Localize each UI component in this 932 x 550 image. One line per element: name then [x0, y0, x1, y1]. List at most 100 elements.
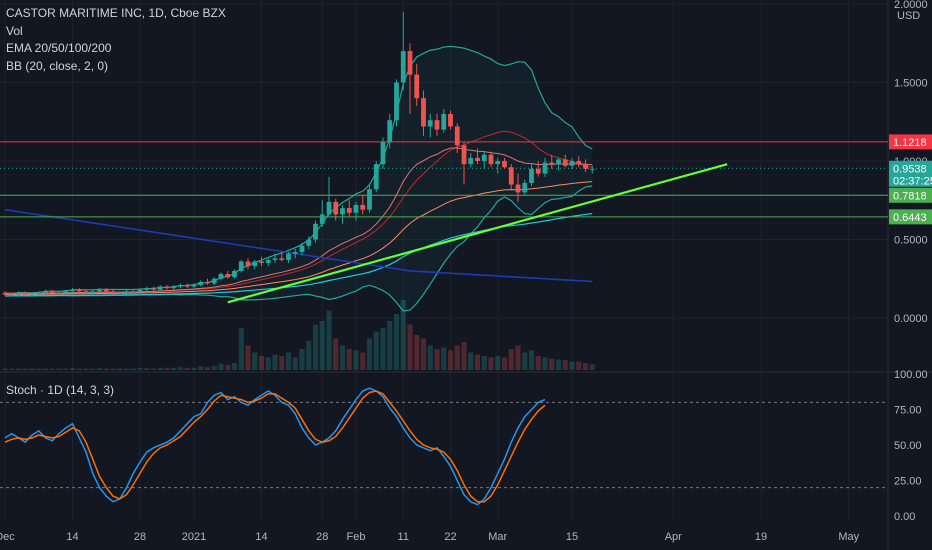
volume-bar — [285, 352, 292, 370]
volume-bar — [562, 360, 568, 370]
candle-body — [299, 245, 305, 253]
resistance-price-tag-bg — [889, 134, 932, 150]
candle-body — [117, 292, 123, 294]
time-tick-label: 22 — [444, 531, 456, 543]
volume-bar — [474, 354, 481, 370]
volume-bar — [387, 321, 393, 370]
volume-bar — [144, 367, 150, 370]
stochastic-panel — [4, 387, 546, 506]
candle-body — [90, 291, 96, 293]
time-tick-label: May — [838, 531, 859, 543]
volume-bar — [63, 368, 69, 370]
ema200-line — [4, 208, 593, 283]
price-tick-label: 0.5000 — [894, 235, 928, 247]
stoch-tick-label: 50.00 — [894, 440, 922, 452]
time-tick-label: 2021 — [182, 531, 206, 543]
candle-body — [583, 164, 588, 169]
candle-body — [272, 258, 278, 260]
candle-body — [481, 154, 487, 161]
candle-body — [495, 161, 501, 165]
candle-body — [225, 274, 231, 278]
volume-bar — [191, 367, 197, 370]
stoch-d-line — [4, 390, 546, 503]
volume-bar — [272, 354, 278, 370]
candle-body — [589, 168, 595, 170]
candle-body — [29, 294, 35, 296]
candle-body — [367, 189, 372, 210]
volume-bar — [441, 347, 447, 370]
candle-body — [205, 281, 210, 284]
candle-body — [151, 288, 156, 290]
candle-body — [569, 161, 575, 166]
volume-bar — [49, 368, 55, 370]
resistance-price-tag: 1.1218 — [893, 137, 927, 149]
time-tick-label: 11 — [398, 531, 409, 543]
last-price-tag-bg — [889, 160, 932, 187]
candle-body — [542, 162, 548, 174]
volume-bar — [198, 366, 204, 370]
candle-body — [522, 182, 528, 193]
candle-body — [56, 292, 62, 294]
candle-body — [2, 292, 8, 295]
candle-body — [576, 161, 582, 165]
volume-bar — [265, 357, 271, 370]
candle-body — [279, 258, 285, 260]
volume-bar — [515, 345, 521, 370]
candle-body — [292, 252, 298, 254]
volume-bar — [447, 350, 454, 370]
candle-body — [238, 261, 244, 271]
candle-body — [43, 291, 48, 293]
stoch-k-line — [4, 387, 546, 506]
volume-bar — [353, 350, 359, 370]
currency-label: USD — [897, 10, 920, 22]
volume-bar — [555, 359, 562, 370]
volume-bar — [360, 352, 366, 370]
candle-body — [535, 168, 541, 174]
volume-bar — [495, 356, 501, 370]
time-tick-label: 28 — [134, 531, 146, 543]
volume-bar — [400, 300, 406, 370]
volume-bar — [117, 368, 123, 370]
countdown-label: 02:37:25 — [893, 175, 932, 187]
bb-upper-line — [5, 45, 593, 296]
stoch-tick-label: 100.00 — [894, 369, 928, 381]
time-tick-label: Dec — [0, 531, 15, 543]
time-tick-label: 14 — [66, 531, 78, 543]
volume-bar — [2, 368, 8, 370]
volume-bar — [528, 350, 535, 370]
candle-body — [360, 204, 366, 210]
candle-body — [184, 285, 190, 287]
volume-bar — [569, 361, 575, 370]
volume-bar — [589, 364, 595, 370]
volume-bar — [373, 331, 379, 370]
support-price-tag: 0.6443 — [893, 212, 927, 224]
volume-bar — [218, 363, 224, 370]
candle-body — [178, 285, 183, 287]
volume-bars — [2, 300, 595, 370]
volume-bar — [76, 368, 82, 370]
candle-body — [103, 289, 109, 292]
volume-bar — [164, 367, 170, 370]
candle-body — [549, 162, 555, 165]
volume-bar — [501, 357, 508, 370]
candle-body — [556, 159, 561, 165]
volume-bar — [96, 367, 103, 370]
candle-body — [144, 288, 150, 290]
candle-body — [110, 291, 116, 293]
volume-bar — [292, 357, 298, 370]
time-tick-label: 14 — [255, 531, 267, 543]
candle-body — [211, 278, 217, 284]
bollinger-bands — [5, 45, 593, 312]
volume-bar — [549, 358, 555, 370]
candles — [2, 11, 595, 297]
volume-bar — [481, 356, 487, 370]
volume-bar — [434, 349, 440, 370]
time-tick-label: Mar — [488, 531, 507, 543]
candle-body — [76, 289, 82, 292]
volume-bar — [326, 310, 332, 370]
candle-body — [63, 291, 69, 293]
support-price-tag-bg — [889, 187, 932, 203]
candle-body — [319, 214, 325, 224]
symbol-title: CASTOR MARITIME INC, 1D, Cboe BZX — [6, 6, 226, 20]
